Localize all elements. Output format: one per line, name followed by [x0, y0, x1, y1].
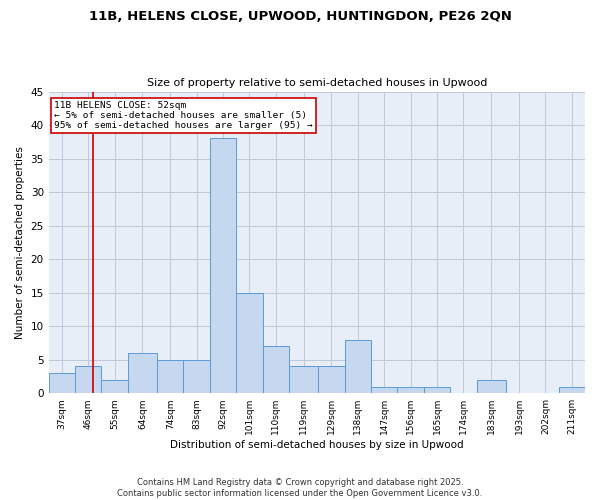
Bar	[75, 366, 101, 393]
Bar	[210, 138, 236, 393]
Bar	[344, 340, 371, 393]
Bar	[101, 380, 128, 393]
Bar	[49, 373, 75, 393]
Y-axis label: Number of semi-detached properties: Number of semi-detached properties	[15, 146, 25, 339]
Bar	[371, 386, 397, 393]
Bar	[397, 386, 424, 393]
Bar	[476, 380, 506, 393]
Text: 11B HELENS CLOSE: 52sqm
← 5% of semi-detached houses are smaller (5)
95% of semi: 11B HELENS CLOSE: 52sqm ← 5% of semi-det…	[54, 100, 313, 130]
Bar	[424, 386, 450, 393]
Bar	[128, 353, 157, 393]
Bar	[157, 360, 184, 393]
Text: Contains HM Land Registry data © Crown copyright and database right 2025.
Contai: Contains HM Land Registry data © Crown c…	[118, 478, 482, 498]
X-axis label: Distribution of semi-detached houses by size in Upwood: Distribution of semi-detached houses by …	[170, 440, 464, 450]
Bar	[263, 346, 289, 393]
Bar	[318, 366, 344, 393]
Bar	[184, 360, 210, 393]
Bar	[236, 292, 263, 393]
Bar	[559, 386, 585, 393]
Bar	[289, 366, 318, 393]
Title: Size of property relative to semi-detached houses in Upwood: Size of property relative to semi-detach…	[146, 78, 487, 88]
Text: 11B, HELENS CLOSE, UPWOOD, HUNTINGDON, PE26 2QN: 11B, HELENS CLOSE, UPWOOD, HUNTINGDON, P…	[89, 10, 511, 23]
